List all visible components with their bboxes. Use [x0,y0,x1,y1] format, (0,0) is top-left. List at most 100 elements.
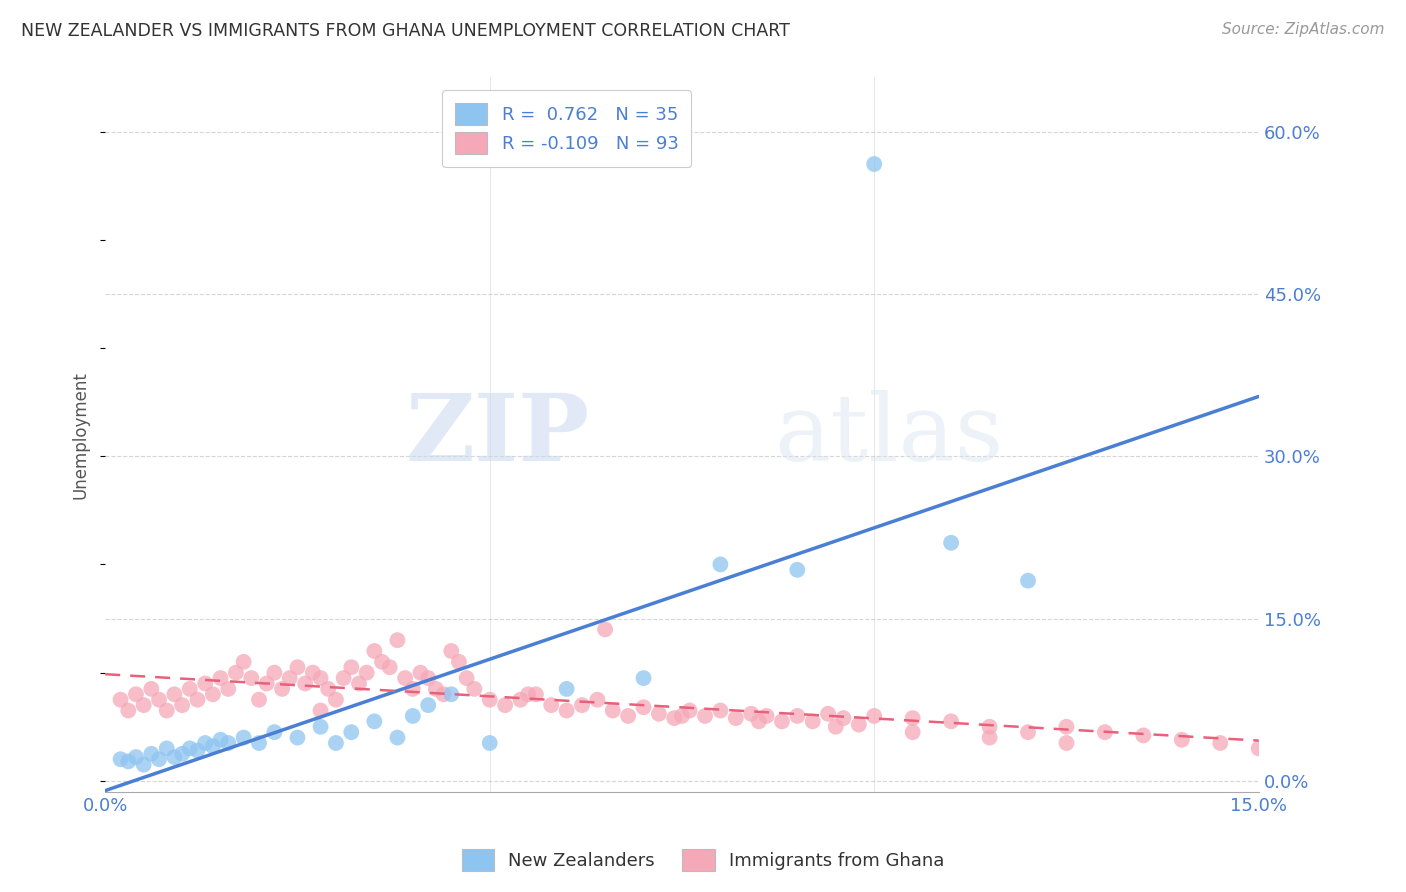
Point [1056,736,1078,750]
Point [509,692,531,706]
Point [1056,720,1078,734]
Point [418,698,440,712]
Point [1017,574,1039,588]
Point [179,741,201,756]
Point [786,563,808,577]
Point [748,714,770,729]
Point [156,704,179,718]
Point [201,687,224,701]
Point [586,692,609,706]
Point [432,687,454,701]
Point [316,681,339,696]
Point [1094,725,1116,739]
Point [418,671,440,685]
Point [1209,736,1232,750]
Point [402,681,425,696]
Point [132,698,155,712]
Point [163,750,186,764]
Point [540,698,562,712]
Point [478,736,501,750]
Point [309,704,332,718]
Point [263,725,285,739]
Point [671,709,693,723]
Point [340,660,363,674]
Point [801,714,824,729]
Text: Source: ZipAtlas.com: Source: ZipAtlas.com [1222,22,1385,37]
Point [110,752,132,766]
Point [186,743,208,757]
Point [363,644,385,658]
Point [325,692,347,706]
Point [979,720,1001,734]
Point [172,698,194,712]
Point [347,676,370,690]
Legend: New Zealanders, Immigrants from Ghana: New Zealanders, Immigrants from Ghana [454,842,952,879]
Point [117,704,139,718]
Point [633,671,655,685]
Point [356,665,378,680]
Point [440,644,463,658]
Point [1017,725,1039,739]
Point [172,747,194,761]
Point [901,711,924,725]
Point [517,687,540,701]
Legend: R =  0.762   N = 35, R = -0.109   N = 93: R = 0.762 N = 35, R = -0.109 N = 93 [441,90,692,167]
Point [287,660,309,674]
Point [409,665,432,680]
Point [294,676,316,690]
Text: atlas: atlas [775,390,1004,480]
Point [863,709,886,723]
Point [240,671,263,685]
Point [939,714,962,729]
Point [179,681,201,696]
Point [447,655,470,669]
Point [648,706,671,721]
Point [186,692,208,706]
Point [555,704,578,718]
Point [378,660,401,674]
Point [156,741,179,756]
Point [770,714,793,729]
Point [633,700,655,714]
Point [163,687,186,701]
Point [209,732,232,747]
Point [824,720,846,734]
Point [755,709,778,723]
Point [194,676,217,690]
Point [440,687,463,701]
Point [110,692,132,706]
Point [664,711,686,725]
Point [232,731,254,745]
Point [148,752,170,766]
Point [194,736,217,750]
Point [786,709,808,723]
Point [402,709,425,723]
Point [394,671,416,685]
Point [593,623,616,637]
Point [125,687,148,701]
Point [141,747,163,761]
Point [302,665,325,680]
Point [709,558,731,572]
Point [817,706,839,721]
Point [602,704,624,718]
Point [478,692,501,706]
Point [494,698,516,712]
Point [456,671,478,685]
Point [263,665,285,680]
Point [148,692,170,706]
Point [125,750,148,764]
Point [141,681,163,696]
Point [679,704,702,718]
Point [232,655,254,669]
Point [571,698,593,712]
Point [693,709,716,723]
Point [939,536,962,550]
Point [201,739,224,754]
Point [555,681,578,696]
Point [524,687,547,701]
Y-axis label: Unemployment: Unemployment [72,371,89,499]
Point [256,676,278,690]
Point [740,706,762,721]
Point [271,681,294,696]
